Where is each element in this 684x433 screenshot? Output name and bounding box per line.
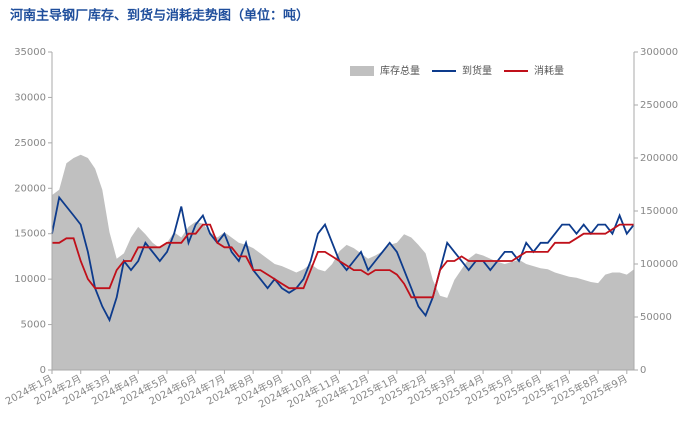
- y2-tick-label: 250000: [640, 100, 678, 111]
- y-tick-label: 20000: [14, 183, 46, 194]
- legend-swatch: [350, 66, 374, 76]
- chart-title: 河南主导钢厂库存、到货与消耗走势图（单位：吨）: [10, 8, 309, 24]
- legend-label: 到货量: [462, 64, 492, 77]
- legend-label: 库存总量: [380, 64, 420, 77]
- y-tick-label: 25000: [14, 138, 46, 149]
- line: [52, 223, 634, 299]
- y-tick-label: 35000: [14, 47, 46, 58]
- y-tick-label: 5000: [21, 320, 46, 331]
- y2-tick-label: 300000: [640, 47, 678, 58]
- legend-label: 消耗量: [534, 64, 564, 77]
- y-tick-label: 10000: [14, 274, 46, 285]
- y2-tick-label: 0: [640, 365, 646, 376]
- y2-tick-label: 150000: [640, 206, 678, 217]
- y2-tick-label: 50000: [640, 312, 672, 323]
- y-tick-label: 0: [40, 365, 46, 376]
- y-tick-label: 15000: [14, 229, 46, 240]
- y2-tick-label: 100000: [640, 259, 678, 270]
- y2-tick-label: 200000: [640, 153, 678, 164]
- y-tick-label: 30000: [14, 92, 46, 103]
